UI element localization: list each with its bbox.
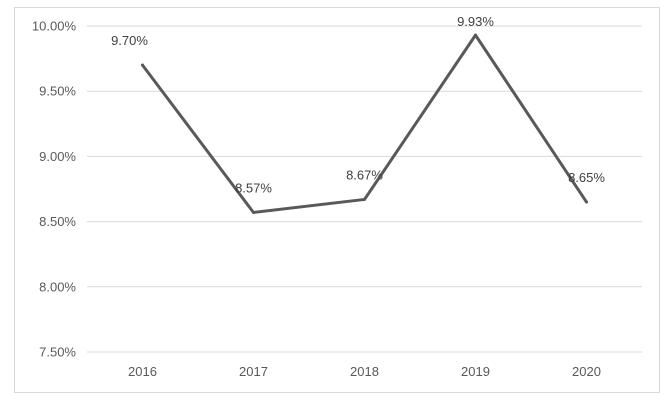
x-tick-label: 2020 [572, 364, 601, 379]
data-point [474, 33, 477, 37]
y-axis: 7.50% 8.00% 8.50% 9.00% 9.50% 10.00% [32, 19, 77, 360]
data-label: 8.67% [346, 167, 383, 182]
data-label: 9.93% [457, 14, 494, 29]
y-tick-label: 7.50% [39, 345, 76, 360]
data-label: 8.57% [235, 180, 272, 195]
grid-lines [87, 25, 642, 353]
y-tick-label: 10.00% [32, 19, 77, 34]
y-tick-label: 9.00% [39, 149, 76, 164]
x-tick-label: 2017 [239, 364, 268, 379]
y-tick-label: 9.50% [39, 84, 76, 99]
x-tick-label: 2016 [128, 364, 157, 379]
data-point [252, 210, 255, 214]
data-label: 8.65% [568, 170, 605, 185]
data-point [141, 63, 144, 67]
y-tick-label: 8.00% [39, 279, 76, 294]
x-tick-label: 2019 [461, 364, 490, 379]
x-axis: 2016 2017 2018 2019 2020 [128, 364, 601, 379]
data-point [363, 197, 366, 201]
data-point [585, 200, 588, 204]
x-tick-label: 2018 [350, 364, 379, 379]
chart-frame [14, 7, 660, 393]
series [141, 33, 588, 214]
data-label: 9.70% [111, 33, 148, 48]
series-line [141, 33, 588, 214]
data-labels: 9.70% 8.57% 8.67% 9.93% 8.65% [111, 14, 605, 195]
y-tick-label: 8.50% [39, 214, 76, 229]
